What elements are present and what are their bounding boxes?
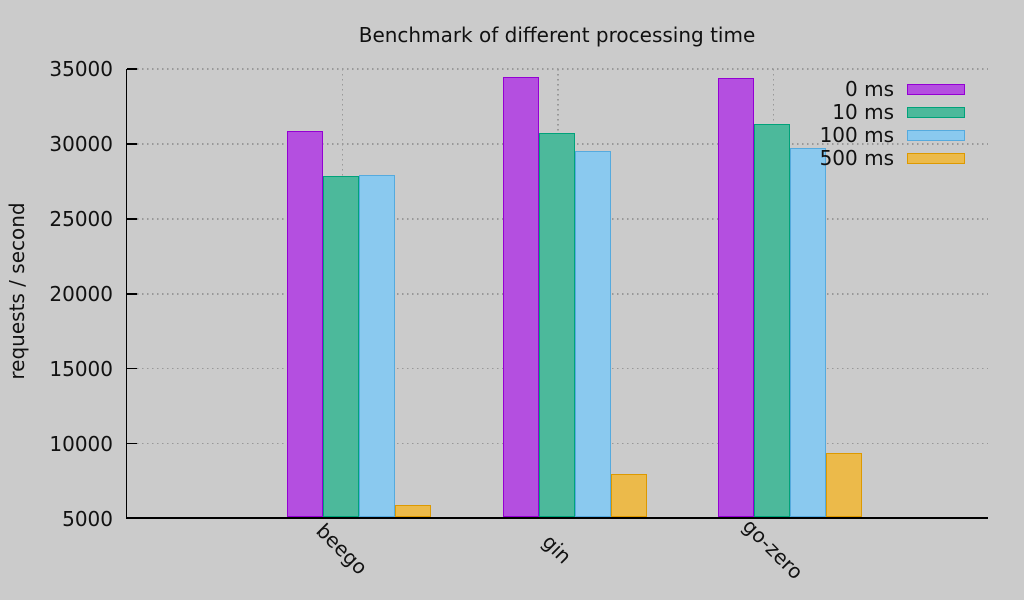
- y-tick-5000: [127, 517, 137, 520]
- legend-label-0-ms: 0 ms: [845, 77, 894, 101]
- legend-label-100-ms: 100 ms: [819, 123, 894, 147]
- bar-go-zero-0-ms: [718, 78, 754, 517]
- y-tick-10000: [127, 442, 137, 445]
- bar-gin-100-ms: [574, 151, 611, 517]
- bar-go-zero-100-ms: [790, 148, 826, 517]
- y-tick-15000: [127, 367, 137, 370]
- y-tick-label-15000: 15000: [49, 356, 113, 381]
- bar-gin-10-ms: [538, 132, 575, 517]
- bar-beego-0-ms: [287, 131, 323, 517]
- y-tick-label-10000: 10000: [49, 431, 113, 456]
- legend-row-100-ms: 100 ms: [812, 123, 965, 147]
- legend-swatch-0-ms: [907, 83, 965, 95]
- x-tick-label-gin: gin: [537, 529, 577, 569]
- legend-swatch-10-ms: [907, 106, 965, 118]
- legend-label-500-ms: 500 ms: [819, 146, 894, 170]
- y-tick-25000: [127, 218, 137, 220]
- bar-gin-500-ms: [610, 473, 647, 517]
- legend-row-10-ms: 10 ms: [812, 100, 965, 124]
- bar-beego-100-ms: [359, 174, 395, 517]
- y-tick-30000: [127, 143, 137, 145]
- x-tick-label-beego: beego: [311, 518, 372, 580]
- y-tick-20000: [127, 293, 137, 295]
- legend-swatch-100-ms: [907, 129, 965, 141]
- y-tick-label-5000: 5000: [62, 506, 113, 531]
- chart-title: Benchmark of different processing time: [358, 23, 756, 47]
- legend-swatch-500-ms: [907, 152, 965, 164]
- x-tick-label-go-zero: go-zero: [737, 513, 808, 585]
- y-tick-label-25000: 25000: [49, 206, 113, 231]
- bar-gin-0-ms: [502, 77, 539, 517]
- legend-label-10-ms: 10 ms: [832, 100, 894, 124]
- bar-beego-500-ms: [395, 505, 431, 517]
- plot-area: [126, 68, 988, 519]
- y-tick-label-35000: 35000: [49, 57, 113, 81]
- y-tick-35000: [127, 68, 137, 70]
- bar-go-zero-10-ms: [754, 123, 790, 517]
- bar-beego-10-ms: [323, 176, 359, 517]
- y-tick-label-20000: 20000: [49, 281, 113, 306]
- bar-go-zero-500-ms: [826, 453, 862, 517]
- legend-row-500-ms: 500 ms: [812, 146, 965, 170]
- legend-row-0-ms: 0 ms: [812, 77, 965, 101]
- y-tick-label-30000: 30000: [49, 131, 113, 156]
